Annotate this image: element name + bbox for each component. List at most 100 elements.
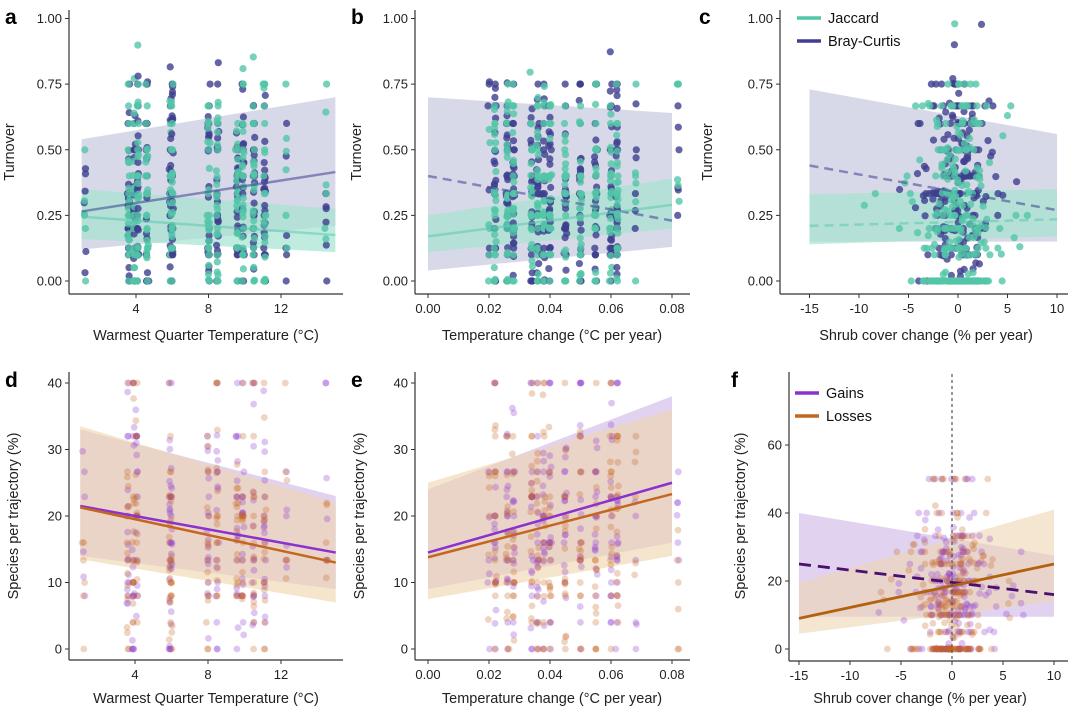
- data-point-gains: [233, 645, 241, 653]
- data-point-jaccard: [944, 168, 952, 176]
- scatter-points: [875, 475, 1027, 653]
- data-point-jaccard: [203, 211, 211, 219]
- data-point-losses: [956, 645, 964, 653]
- data-point-jaccard: [510, 178, 518, 186]
- data-point-gains: [134, 493, 142, 501]
- data-point-gains: [974, 560, 981, 568]
- data-point-bray-curtis: [134, 204, 142, 213]
- data-point-gains: [941, 645, 949, 653]
- data-point-losses: [129, 557, 136, 565]
- x-tick-label: 5: [999, 668, 1006, 683]
- data-point-gains: [633, 621, 640, 628]
- data-point-losses: [283, 556, 291, 564]
- data-point-bray-curtis: [535, 260, 543, 268]
- data-point-jaccard: [939, 211, 947, 219]
- data-point-losses: [987, 562, 995, 569]
- data-point-gains: [534, 556, 542, 564]
- y-tick-label: 0.75: [383, 77, 408, 92]
- data-point-losses: [606, 432, 614, 440]
- data-point-losses: [491, 592, 499, 600]
- data-point-losses: [632, 432, 640, 440]
- data-point-gains: [961, 593, 968, 600]
- data-point-losses: [527, 533, 535, 540]
- data-point-gains: [949, 570, 957, 578]
- data-point-gains: [939, 548, 947, 556]
- data-point-losses: [528, 619, 536, 626]
- data-point-losses: [926, 611, 934, 619]
- data-point-losses: [214, 487, 222, 495]
- data-point-gains: [607, 421, 615, 429]
- data-point-gains: [675, 556, 683, 564]
- data-point-jaccard: [977, 239, 985, 247]
- data-point-losses: [166, 597, 173, 605]
- data-point-jaccard: [509, 190, 517, 198]
- data-point-losses: [130, 495, 138, 503]
- data-point-losses: [970, 628, 978, 636]
- data-point-jaccard: [503, 153, 511, 161]
- data-point-bray-curtis: [540, 190, 549, 198]
- data-point-losses: [166, 556, 174, 564]
- data-point-losses: [234, 512, 241, 520]
- data-point-bray-curtis: [261, 184, 269, 192]
- data-point-jaccard: [134, 98, 142, 106]
- data-point-gains: [234, 432, 242, 440]
- data-point-jaccard: [985, 159, 994, 167]
- data-point-gains: [962, 475, 970, 483]
- data-point-losses: [239, 512, 247, 520]
- data-point-losses: [213, 592, 221, 600]
- data-point-gains: [166, 645, 174, 653]
- data-point-jaccard: [592, 119, 600, 128]
- data-point-gains: [607, 619, 615, 626]
- data-point-bray-curtis: [540, 244, 548, 252]
- data-point-bray-curtis: [282, 277, 290, 285]
- data-point-losses: [592, 645, 600, 653]
- data-point-losses: [238, 592, 245, 600]
- data-point-jaccard: [533, 102, 541, 110]
- data-point-losses: [968, 631, 976, 638]
- data-point-gains: [539, 491, 547, 498]
- data-point-jaccard: [576, 204, 584, 212]
- data-point-losses: [510, 636, 518, 644]
- data-point-losses: [613, 437, 621, 444]
- data-point-losses: [238, 512, 246, 520]
- data-point-gains: [673, 511, 681, 519]
- data-point-jaccard: [1012, 211, 1020, 219]
- data-point-losses: [491, 556, 499, 564]
- data-point-gains: [614, 579, 621, 586]
- data-point-gains: [128, 546, 136, 554]
- data-point-gains: [958, 611, 966, 619]
- x-tick-label: 0.08: [659, 667, 684, 682]
- data-point-losses: [967, 558, 974, 565]
- data-point-losses: [974, 611, 982, 619]
- data-point-gains: [936, 555, 944, 563]
- data-point-losses: [945, 599, 953, 606]
- data-point-jaccard: [561, 137, 569, 145]
- data-point-gains: [938, 592, 945, 600]
- data-point-losses: [961, 475, 969, 483]
- y-tick-label: 0.50: [383, 142, 408, 157]
- data-point-gains: [946, 645, 953, 653]
- data-point-jaccard: [674, 182, 682, 190]
- data-point-bray-curtis: [631, 190, 640, 198]
- data-point-bray-curtis: [261, 91, 269, 99]
- data-point-gains: [167, 464, 175, 472]
- data-point-gains: [213, 645, 221, 653]
- data-point-jaccard: [124, 204, 132, 213]
- data-point-losses: [576, 556, 584, 564]
- data-point-gains: [991, 645, 999, 653]
- data-point-jaccard: [959, 102, 967, 110]
- data-point-losses: [527, 480, 535, 487]
- data-point-jaccard: [612, 80, 621, 88]
- data-point-losses: [503, 471, 511, 479]
- data-point-losses: [124, 629, 131, 637]
- data-point-losses: [953, 509, 961, 517]
- data-point-gains: [129, 379, 137, 387]
- data-point-bray-curtis: [922, 165, 930, 173]
- data-point-losses: [204, 468, 212, 476]
- panel-b: 0.00 0.02 0.04 0.06 0.080.000.250.500.751.00…: [349, 6, 690, 344]
- data-point-gains: [81, 493, 88, 501]
- data-point-jaccard: [932, 172, 940, 180]
- data-point-losses: [980, 552, 988, 560]
- data-point-gains: [946, 611, 954, 619]
